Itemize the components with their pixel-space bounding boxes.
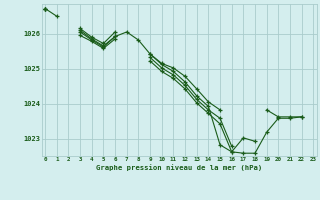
X-axis label: Graphe pression niveau de la mer (hPa): Graphe pression niveau de la mer (hPa) (96, 164, 262, 171)
